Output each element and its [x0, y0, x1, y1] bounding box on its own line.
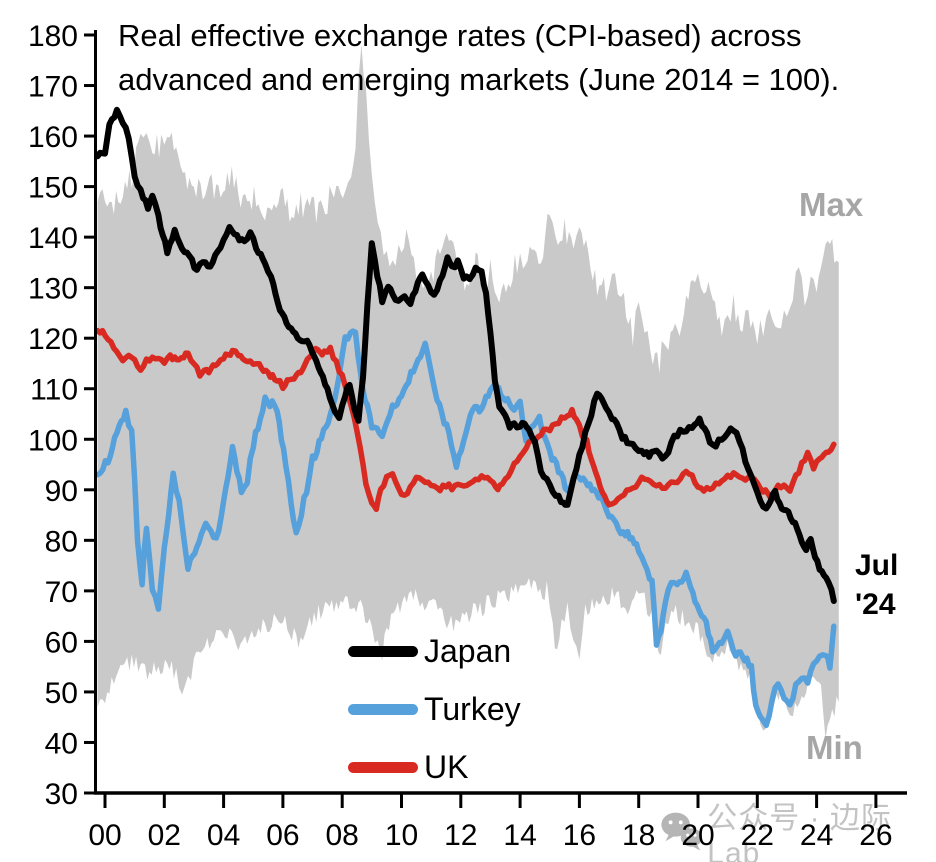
y-axis-tick-label: 80 — [45, 525, 78, 558]
x-axis-tick-label: 10 — [385, 819, 418, 852]
y-axis-tick-label: 50 — [45, 677, 78, 710]
last-point-label-year: '24 — [855, 588, 896, 621]
chart-title: Real effective exchange rates (CPI-based… — [118, 14, 918, 102]
y-axis-tick-label: 120 — [28, 323, 78, 356]
legend-item-japan: Japan — [348, 633, 521, 669]
y-axis-tick-label: 140 — [28, 222, 78, 255]
x-axis-tick-label: 20 — [681, 819, 714, 852]
last-point-label: Jul '24 — [855, 546, 898, 624]
y-axis-tick-label: 30 — [45, 778, 78, 811]
last-point-label-month: Jul — [855, 549, 899, 582]
y-axis-tick-label: 160 — [28, 121, 78, 154]
watermark: 公众号 · 边际Lab — [660, 793, 936, 862]
legend-item-uk: UK — [348, 749, 521, 785]
legend-item-turkey: Turkey — [348, 691, 521, 727]
x-axis-tick-label: 12 — [444, 819, 477, 852]
y-axis-tick-label: 90 — [45, 475, 78, 508]
minmax-band — [97, 44, 839, 739]
x-axis-tick-label: 04 — [207, 819, 240, 852]
x-axis-tick-label: 22 — [741, 819, 774, 852]
legend-swatch-uk — [348, 762, 418, 773]
watermark-text: 公众号 · 边际Lab — [707, 802, 892, 862]
turkey-line — [94, 328, 837, 729]
legend: Japan Turkey UK — [348, 633, 521, 785]
x-axis-tick-label: 24 — [800, 819, 833, 852]
wechat-icon — [661, 812, 702, 851]
x-axis-tick-label: 14 — [503, 819, 536, 852]
y-axis-tick-label: 60 — [45, 626, 78, 659]
x-axis-tick-label: 02 — [148, 819, 181, 852]
y-axis-tick-label: 110 — [30, 374, 78, 407]
y-axis-tick-label: 70 — [45, 576, 78, 609]
y-axis-tick-label: 100 — [28, 424, 78, 457]
legend-label: UK — [424, 749, 469, 785]
x-axis-tick-label: 26 — [859, 819, 892, 852]
chart-title-line2: advanced and emerging markets (June 2014… — [118, 62, 840, 97]
x-axis-tick-label: 08 — [326, 819, 359, 852]
x-axis-tick-label: 06 — [266, 819, 299, 852]
max-band-label: Max — [799, 186, 864, 223]
y-axis-tick-label: 180 — [28, 20, 78, 53]
chart-title-line1: Real effective exchange rates (CPI-based… — [118, 18, 802, 53]
legend-swatch-turkey — [348, 704, 418, 715]
legend-label: Japan — [424, 633, 512, 669]
y-axis-tick-label: 130 — [28, 273, 78, 306]
uk-line — [94, 327, 837, 513]
y-axis-tick-label: 170 — [28, 71, 78, 104]
legend-label: Turkey — [424, 691, 521, 727]
x-axis-tick-label: 00 — [88, 819, 121, 852]
x-axis-tick-label: 16 — [563, 819, 596, 852]
min-band-label: Min — [806, 729, 863, 766]
y-axis-tick-label: 40 — [45, 727, 78, 760]
japan-line — [94, 106, 837, 604]
x-axis-tick-label: 18 — [622, 819, 655, 852]
legend-swatch-japan — [348, 646, 418, 657]
y-axis-tick-label: 150 — [28, 172, 78, 205]
